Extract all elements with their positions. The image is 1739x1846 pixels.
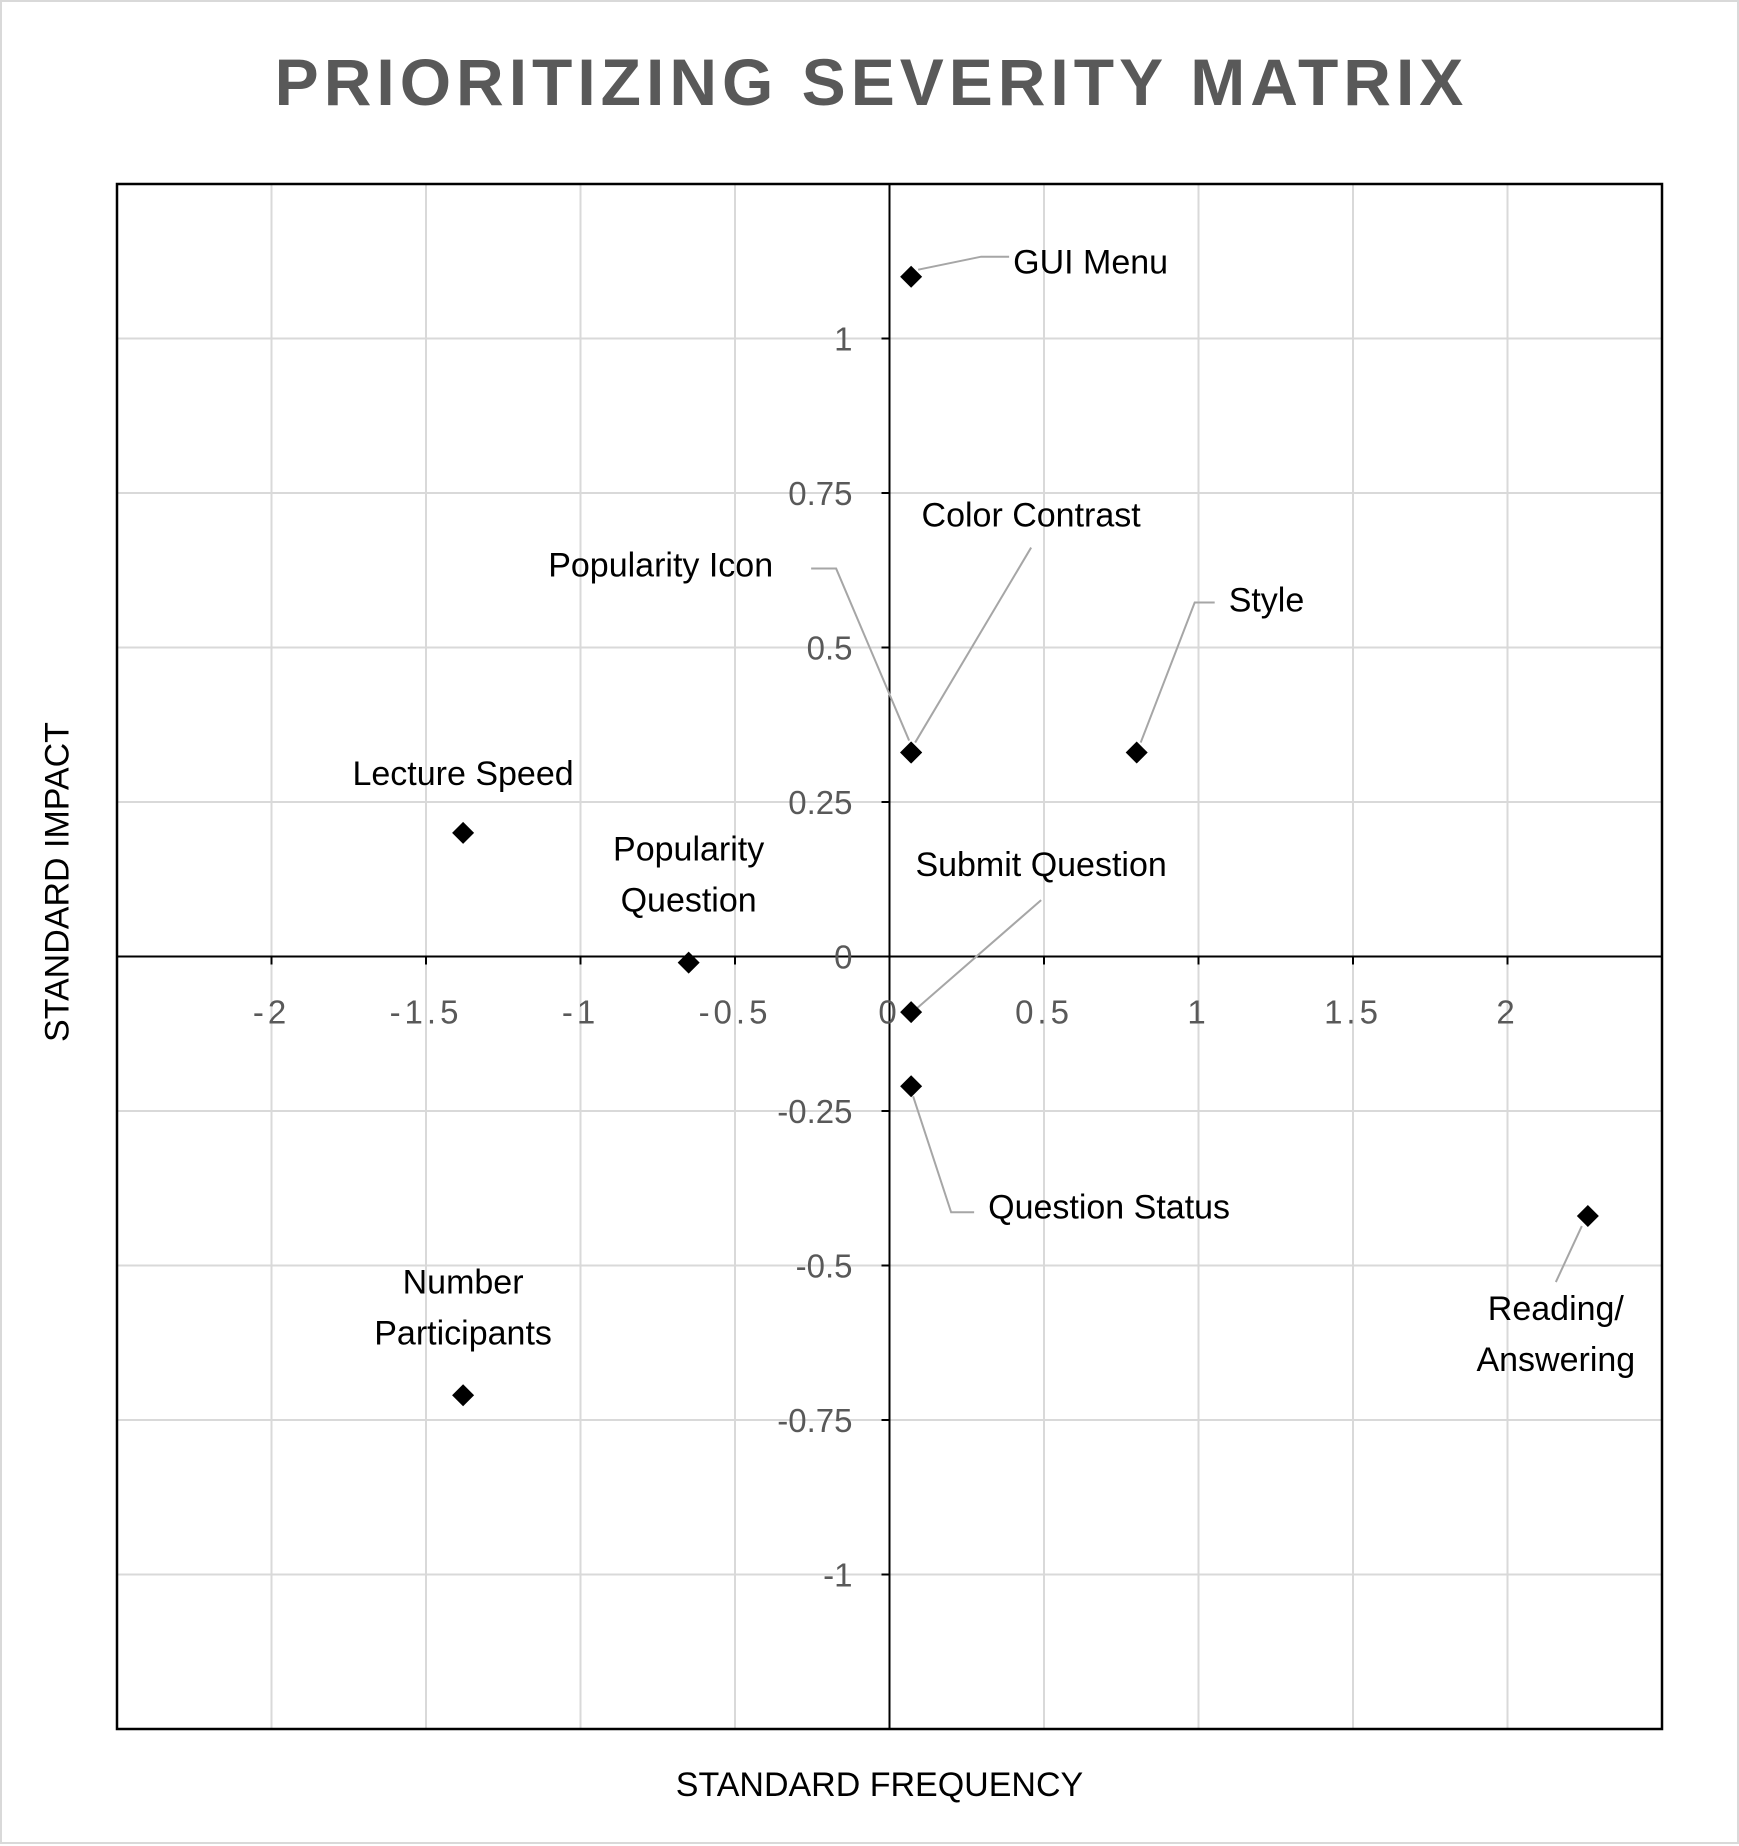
data-point-label: Question Status xyxy=(988,1188,1230,1226)
x-tick-label: -0.5 xyxy=(699,994,772,1031)
y-tick-label: 0.25 xyxy=(788,784,852,821)
x-tick-label: 0.5 xyxy=(1015,994,1073,1031)
data-point-label: Color Contrast xyxy=(922,497,1142,535)
x-tick-label: 1 xyxy=(1187,994,1209,1031)
chart-title: PRIORITIZING SEVERITY MATRIX xyxy=(274,45,1469,119)
x-tick-label: -2 xyxy=(253,994,290,1031)
data-point-label: Reading/Answering xyxy=(1476,1290,1635,1379)
data-point-label: GUI Menu xyxy=(1013,244,1168,282)
x-tick-label: 0 xyxy=(878,994,900,1031)
data-point-label: Submit Question xyxy=(915,846,1166,884)
tick-labels: -2 -1.5 -1 -0.5 0 0.5 1 1.5 2 1 0.75 0.5 0.25 0 -0.25 -… xyxy=(253,321,1518,1594)
data-point-label: Number Participants xyxy=(374,1263,552,1352)
data-point-marker xyxy=(677,951,700,974)
x-tick-label: 1.5 xyxy=(1324,994,1382,1031)
leader-line xyxy=(811,567,911,741)
y-tick-label: 1 xyxy=(834,321,852,358)
data-point-marker xyxy=(452,1384,475,1407)
data-points xyxy=(452,265,1599,1407)
leader-line xyxy=(916,899,1042,1009)
data-point-marker xyxy=(1576,1205,1599,1228)
leader-line xyxy=(1554,1225,1583,1283)
leader-lines xyxy=(811,255,1583,1283)
x-tick-label: 2 xyxy=(1496,994,1518,1031)
leader-line xyxy=(917,255,1010,271)
data-point-label: Popularity Icon xyxy=(548,547,773,585)
axes xyxy=(117,184,1662,1729)
y-tick-label: -0.5 xyxy=(796,1248,853,1285)
y-tick-label: -0.25 xyxy=(777,1093,852,1130)
y-tick-label: -1 xyxy=(823,1557,852,1594)
x-tick-label: -1.5 xyxy=(390,994,463,1031)
leader-line xyxy=(912,1095,975,1214)
leader-line xyxy=(914,547,1032,744)
data-point-label: Lecture Speed xyxy=(352,755,573,793)
y-tick-label: 0.75 xyxy=(788,475,852,512)
x-axis-title: STANDARD FREQUENCY xyxy=(675,1766,1084,1804)
data-point-label: Style xyxy=(1229,582,1305,620)
data-point-marker xyxy=(900,1001,923,1024)
data-point-marker xyxy=(1125,741,1148,764)
leader-line xyxy=(1139,601,1215,743)
data-point-marker xyxy=(900,741,923,764)
data-point-marker xyxy=(900,1075,923,1098)
y-tick-label: 0.5 xyxy=(807,630,853,667)
data-point-label: Popularity Question xyxy=(613,831,764,920)
x-tick-label: -1 xyxy=(562,994,599,1031)
data-point-marker xyxy=(900,265,923,288)
data-labels: GUI Menu Color Contrast Popularity Icon Sty… xyxy=(352,244,1635,1379)
y-tick-label: -0.75 xyxy=(777,1402,852,1439)
y-axis-title: STANDARD IMPACT xyxy=(38,722,77,1042)
data-point-marker xyxy=(452,821,475,844)
y-tick-label: 0 xyxy=(834,939,852,976)
